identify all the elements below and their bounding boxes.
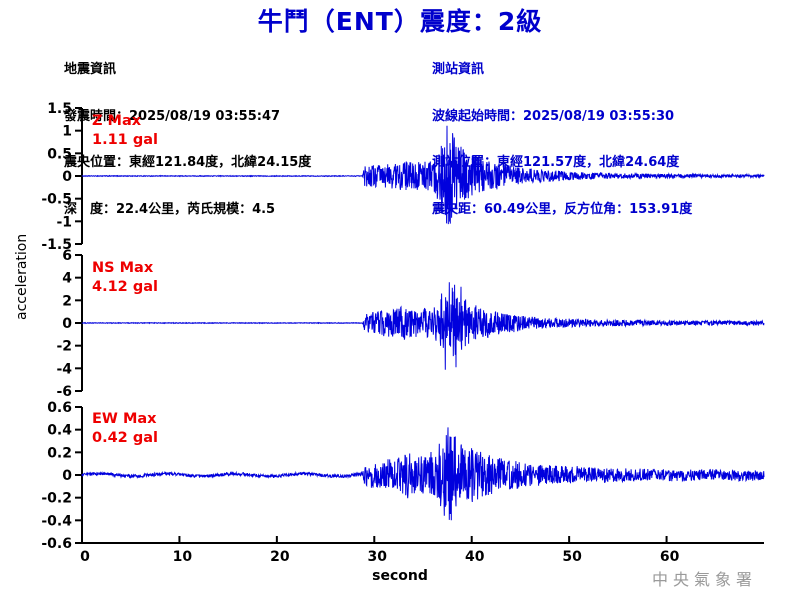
ns-max-value: 4.12 gal	[92, 279, 158, 295]
y-tick-label: 4	[62, 271, 72, 287]
event-origin-time: 發震時間：2025/08/19 03:55:47	[64, 108, 281, 124]
y-tick-label: 1	[62, 124, 72, 140]
y-tick-label: -6	[56, 384, 72, 400]
station-location: 測站位置：東經121.57度，北緯24.64度	[432, 155, 680, 170]
x-tick-label: 40	[465, 549, 485, 565]
z-max-title: Z Max	[92, 113, 142, 129]
ew-max-title: EW Max	[92, 411, 157, 427]
y-tick-label: 2	[62, 293, 72, 309]
ns-max-title: NS Max	[92, 260, 154, 276]
x-tick-label: 10	[173, 549, 193, 565]
z-max-label: Z Max 1.11 gal	[92, 112, 158, 150]
station-info-heading: 測站資訊	[432, 62, 485, 77]
y-tick-label: -0.6	[41, 536, 72, 552]
event-info-block: 地震資訊 發震時間：2025/08/19 03:55:47 震央位置：東經121…	[64, 31, 311, 248]
epicentral-distance-azimuth: 震央距：60.49公里，反方位角：153.91度	[432, 201, 693, 217]
y-tick-label: -0.5	[41, 192, 72, 208]
station-info-block: 測站資訊 波線起始時間：2025/08/19 03:55:30 測站位置：東經1…	[432, 31, 692, 248]
y-tick-label: -4	[56, 361, 72, 377]
x-tick-label: 0	[80, 549, 90, 565]
x-axis-label: second	[372, 568, 428, 584]
ns-max-label: NS Max 4.12 gal	[92, 259, 158, 297]
page-title: 牛鬥（ENT）震度：2級	[257, 7, 543, 36]
y-tick-label: -1	[56, 214, 72, 230]
z-max-value: 1.11 gal	[92, 132, 158, 148]
x-tick-label: 60	[660, 549, 680, 565]
y-tick-label: -1.5	[41, 237, 72, 253]
y-tick-label: 0.2	[47, 445, 72, 461]
ew-max-value: 0.42 gal	[92, 430, 158, 446]
x-tick-label: 20	[270, 549, 290, 565]
y-tick-label: 0	[62, 169, 72, 185]
x-tick-label: 30	[368, 549, 388, 565]
event-info-heading: 地震資訊	[64, 62, 117, 77]
x-tick-label: 50	[562, 549, 582, 565]
event-depth-magnitude: 深 度：22.4公里，芮氏規模：4.5	[64, 201, 276, 217]
y-tick-label: 0.6	[47, 400, 72, 416]
y-tick-label: -0.4	[41, 513, 72, 529]
waveform-trace-ns	[81, 282, 765, 370]
waveform-start-time: 波線起始時間：2025/08/19 03:55:30	[432, 108, 675, 124]
event-epicenter: 震央位置：東經121.84度，北緯24.15度	[64, 155, 312, 170]
agency-watermark: 中央氣象署	[652, 570, 758, 589]
y-tick-label: 0.4	[47, 423, 72, 439]
ew-max-label: EW Max 0.42 gal	[92, 410, 158, 448]
y-tick-label: 0.5	[47, 146, 72, 162]
y-tick-label: 0	[62, 316, 72, 332]
y-tick-label: 1.5	[47, 101, 72, 117]
y-tick-label: 0	[62, 468, 72, 484]
y-tick-label: -0.2	[41, 491, 72, 507]
y-axis-label: acceleration	[14, 233, 30, 320]
y-tick-label: -2	[56, 339, 72, 355]
waveform-trace-ew	[81, 427, 765, 521]
waveform-trace-z	[81, 125, 765, 225]
y-tick-label: 6	[62, 248, 72, 264]
